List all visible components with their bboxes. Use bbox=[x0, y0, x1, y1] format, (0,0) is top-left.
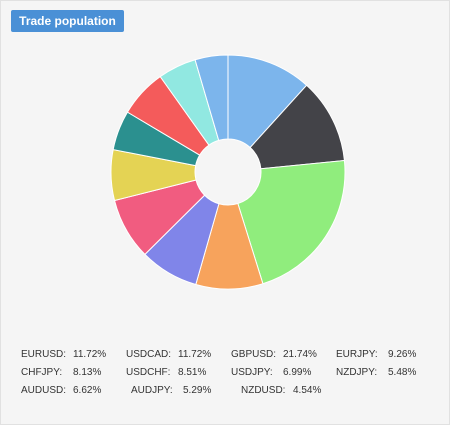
legend-label: GBPUSD: bbox=[231, 348, 277, 360]
legend-label: AUDUSD: bbox=[21, 384, 67, 396]
legend-value: 21.74% bbox=[283, 348, 317, 360]
legend-item-eurusd: EURUSD: 11.72% bbox=[21, 345, 126, 363]
legend-value: 6.62% bbox=[73, 384, 102, 396]
legend-item-usdjpy: USDJPY: 6.99% bbox=[231, 363, 336, 381]
legend-label: USDJPY: bbox=[231, 366, 273, 378]
chart-area bbox=[1, 1, 450, 301]
legend-item-eurjpy: EURJPY: 9.26% bbox=[336, 345, 441, 363]
legend-label: EURUSD: bbox=[21, 348, 67, 360]
legend-value: 5.48% bbox=[388, 366, 417, 378]
legend-value: 9.26% bbox=[388, 348, 417, 360]
legend-item-audusd: AUDUSD: 6.62% bbox=[21, 381, 131, 399]
legend-item-audjpy: AUDJPY: 5.29% bbox=[131, 381, 241, 399]
legend-row: EURUSD: 11.72% USDCAD: 11.72% GBPUSD: 21… bbox=[21, 345, 441, 363]
slice-nzdusd[interactable] bbox=[194, 54, 229, 141]
legend-value: 6.99% bbox=[283, 366, 312, 378]
legend-label: CHFJPY: bbox=[21, 366, 63, 378]
legend-value: 11.72% bbox=[73, 348, 107, 360]
legend-row: AUDUSD: 6.62% AUDJPY: 5.29% NZDUSD: 4.54… bbox=[21, 381, 441, 399]
legend-value: 8.51% bbox=[178, 366, 207, 378]
slice-gbpusd[interactable] bbox=[237, 160, 346, 285]
legend-label: USDCAD: bbox=[126, 348, 172, 360]
legend-item-nzdusd: NZDUSD: 4.54% bbox=[241, 381, 351, 399]
legend: EURUSD: 11.72% USDCAD: 11.72% GBPUSD: 21… bbox=[21, 345, 441, 399]
trade-population-button[interactable]: Trade population bbox=[11, 10, 124, 32]
legend-label: EURJPY: bbox=[336, 348, 378, 360]
legend-row: CHFJPY: 8.13% USDCHF: 8.51% USDJPY: 6.99… bbox=[21, 363, 441, 381]
legend-label: NZDJPY: bbox=[336, 366, 378, 378]
trade-population-donut-chart bbox=[110, 54, 346, 290]
legend-label: USDCHF: bbox=[126, 366, 171, 378]
legend-item-gbpusd: GBPUSD: 21.74% bbox=[231, 345, 336, 363]
legend-value: 5.29% bbox=[183, 384, 212, 396]
legend-value: 11.72% bbox=[178, 348, 212, 360]
legend-value: 4.54% bbox=[293, 384, 322, 396]
legend-label: AUDJPY: bbox=[131, 384, 173, 396]
legend-item-usdcad: USDCAD: 11.72% bbox=[126, 345, 231, 363]
legend-label: NZDUSD: bbox=[241, 384, 286, 396]
legend-item-chfjpy: CHFJPY: 8.13% bbox=[21, 363, 126, 381]
legend-value: 8.13% bbox=[73, 366, 102, 378]
legend-item-nzdjpy: NZDJPY: 5.48% bbox=[336, 363, 441, 381]
legend-item-usdchf: USDCHF: 8.51% bbox=[126, 363, 231, 381]
